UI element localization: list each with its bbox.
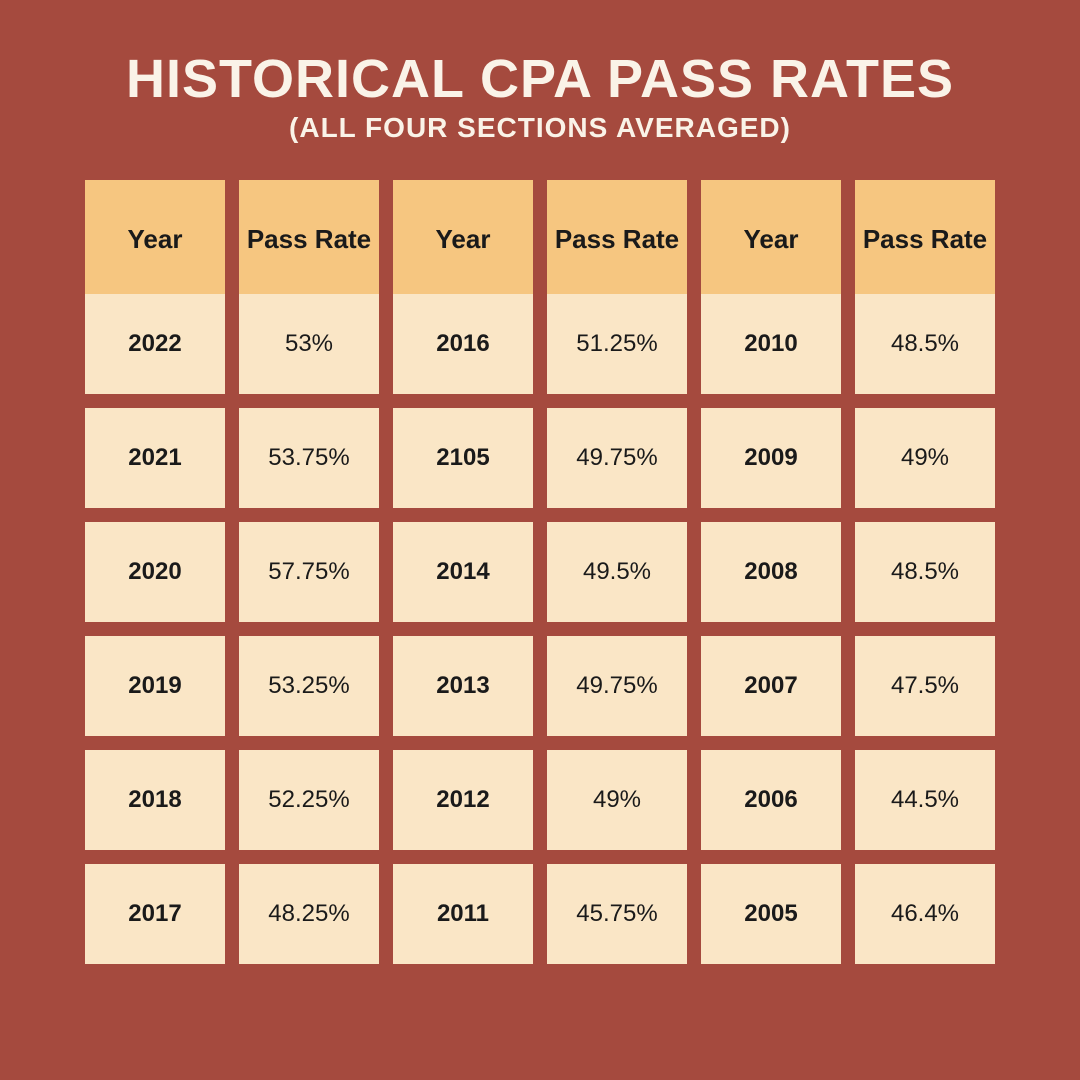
- col-header: Year: [701, 180, 841, 300]
- table-cell-rate: 48.25%: [239, 864, 379, 964]
- table-cell-year: 2019: [85, 636, 225, 736]
- table-cell-rate: 53.25%: [239, 636, 379, 736]
- col-header: Year: [85, 180, 225, 300]
- table-cell-year: 2006: [701, 750, 841, 850]
- table-cell-rate: 48.5%: [855, 294, 995, 394]
- table-cell-year: 2008: [701, 522, 841, 622]
- table-cell-rate: 49.75%: [547, 636, 687, 736]
- table-cell-year: 2020: [85, 522, 225, 622]
- col-header: Pass Rate: [855, 180, 995, 300]
- table-cell-rate: 49%: [547, 750, 687, 850]
- table-cell-rate: 49.5%: [547, 522, 687, 622]
- col-header: Pass Rate: [239, 180, 379, 300]
- col-header: Year: [393, 180, 533, 300]
- table-cell-year: 2021: [85, 408, 225, 508]
- table-cell-rate: 45.75%: [547, 864, 687, 964]
- table-cell-year: 2017: [85, 864, 225, 964]
- table-cell-rate: 53%: [239, 294, 379, 394]
- table-cell-rate: 49.75%: [547, 408, 687, 508]
- data-table: Year Pass Rate Year Pass Rate Year Pass …: [85, 180, 995, 964]
- table-cell-year: 2018: [85, 750, 225, 850]
- table-cell-year: 2012: [393, 750, 533, 850]
- table-cell-rate: 47.5%: [855, 636, 995, 736]
- table-cell-rate: 53.75%: [239, 408, 379, 508]
- table-cell-rate: 57.75%: [239, 522, 379, 622]
- table-cell-rate: 48.5%: [855, 522, 995, 622]
- table-cell-year: 2009: [701, 408, 841, 508]
- table-cell-rate: 44.5%: [855, 750, 995, 850]
- col-header: Pass Rate: [547, 180, 687, 300]
- table-cell-rate: 49%: [855, 408, 995, 508]
- table-cell-year: 2013: [393, 636, 533, 736]
- table-cell-year: 2011: [393, 864, 533, 964]
- table-cell-rate: 51.25%: [547, 294, 687, 394]
- page-title: HISTORICAL CPA PASS RATES: [126, 48, 954, 110]
- table-cell-rate: 52.25%: [239, 750, 379, 850]
- table-cell-year: 2016: [393, 294, 533, 394]
- table-cell-year: 2014: [393, 522, 533, 622]
- table-cell-year: 2007: [701, 636, 841, 736]
- table-cell-year: 2010: [701, 294, 841, 394]
- table-cell-year: 2105: [393, 408, 533, 508]
- page-subtitle: (ALL FOUR SECTIONS AVERAGED): [289, 112, 791, 144]
- table-cell-year: 2022: [85, 294, 225, 394]
- table-cell-year: 2005: [701, 864, 841, 964]
- table-cell-rate: 46.4%: [855, 864, 995, 964]
